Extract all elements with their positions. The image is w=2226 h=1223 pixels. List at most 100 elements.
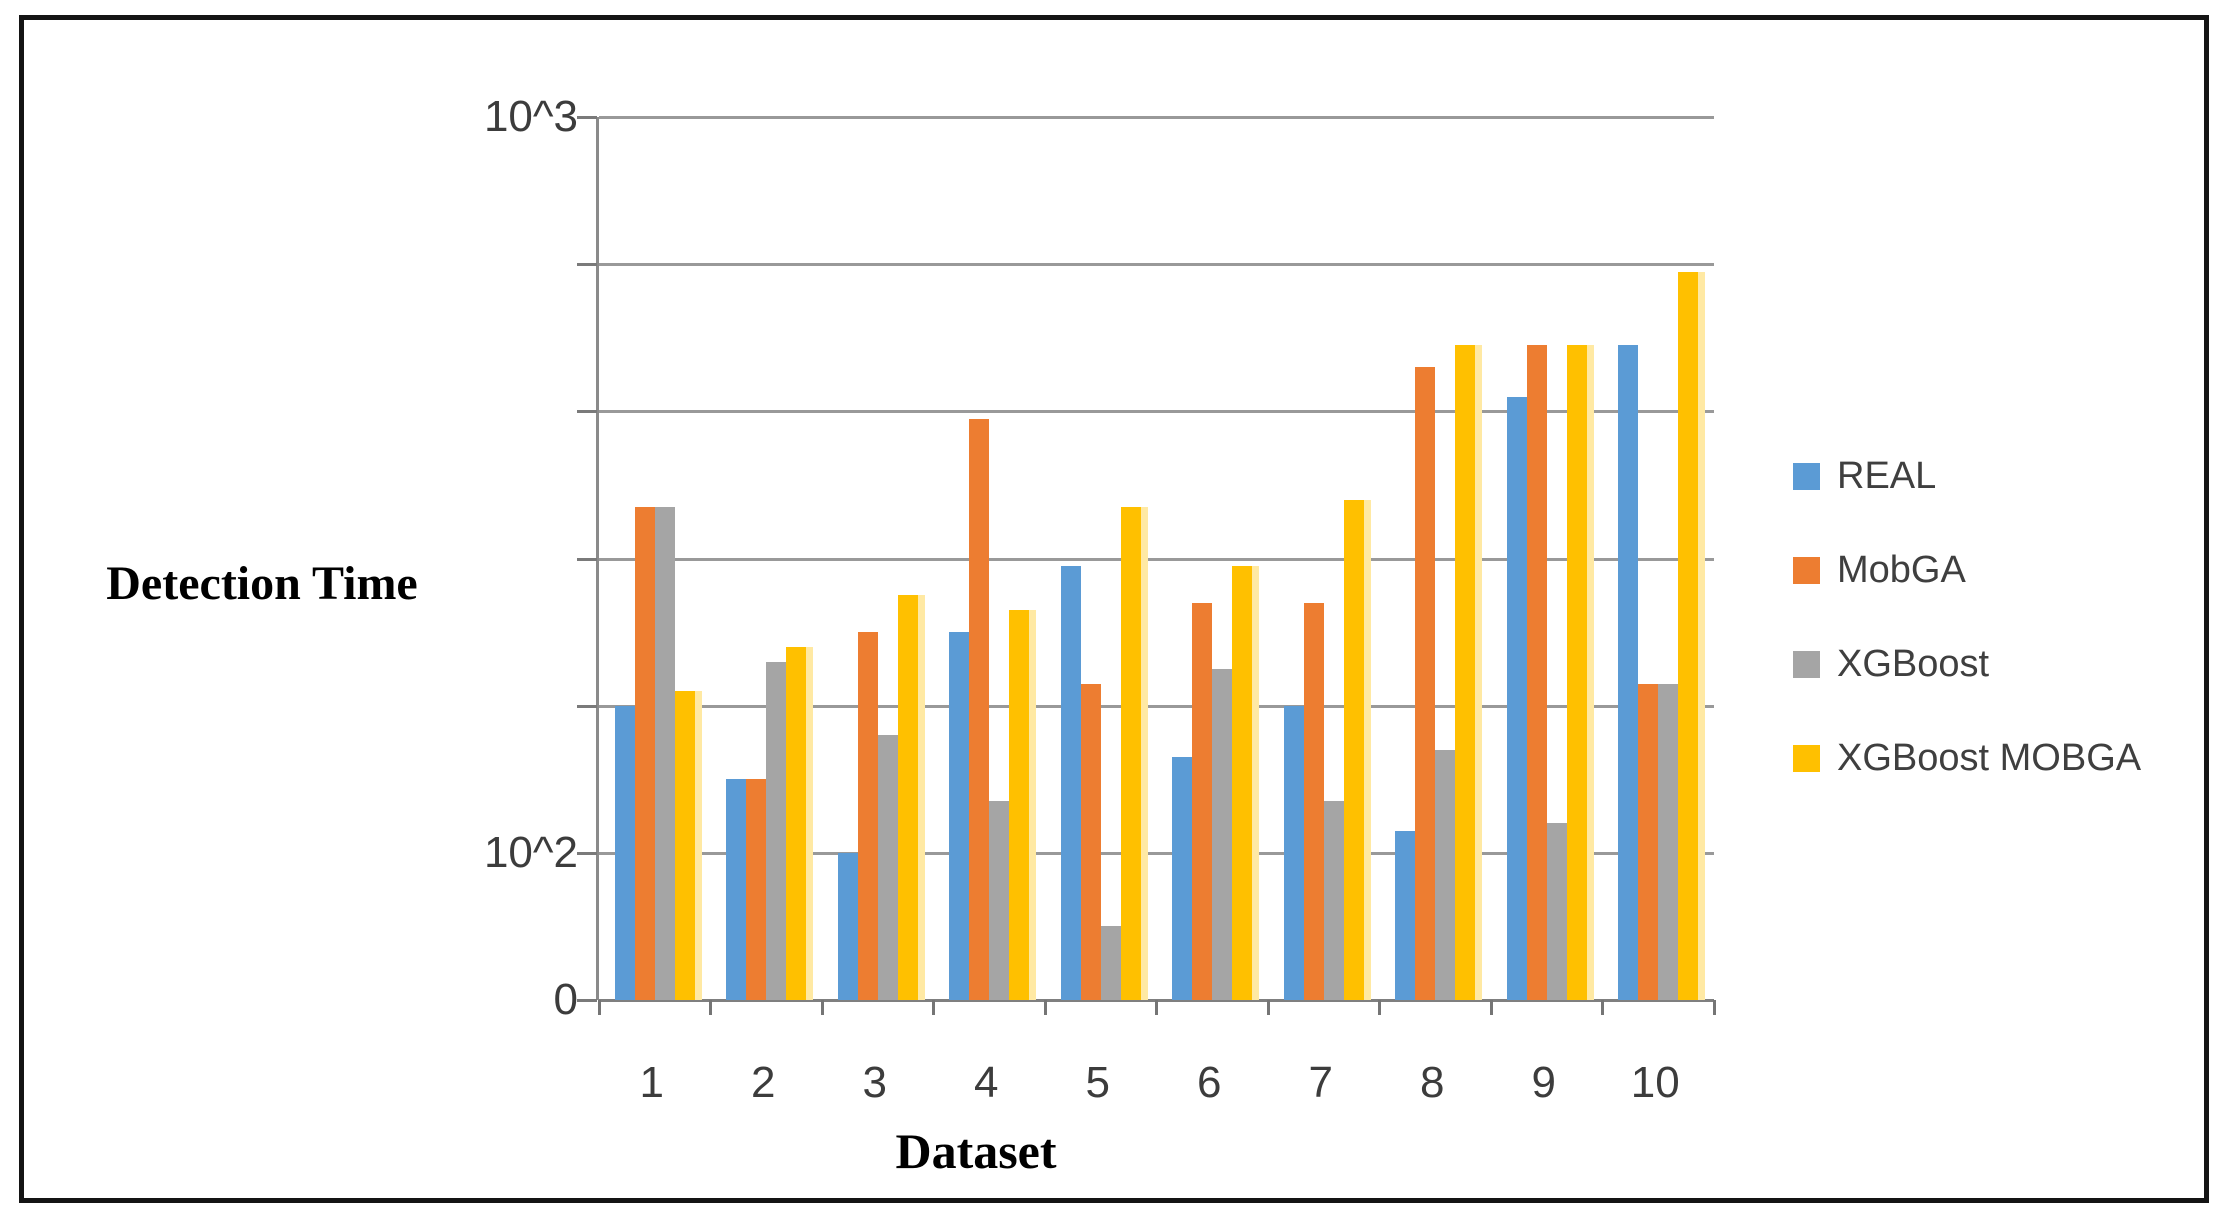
x-tick-label-5: 5 bbox=[1085, 1058, 1110, 1107]
bar-xgboost-mobga-8 bbox=[1455, 345, 1476, 1000]
bar-real-6 bbox=[1172, 757, 1193, 1000]
gridline bbox=[599, 557, 1714, 561]
x-axis-tickmark bbox=[1378, 1000, 1381, 1015]
legend-swatch-icon bbox=[1793, 650, 1820, 678]
bar-xgboost-1 bbox=[654, 507, 675, 1000]
bar-mobga-8 bbox=[1415, 367, 1436, 1000]
legend-item-real: REAL bbox=[1793, 449, 2141, 503]
bar-xgboost-6 bbox=[1212, 668, 1233, 1000]
bar-mobga-5 bbox=[1080, 683, 1101, 1000]
x-tick-label-6: 6 bbox=[1197, 1058, 1222, 1107]
legend-item-xgboost-mobga: XGBoost MOBGA bbox=[1793, 731, 2141, 785]
bar-xgboost-mobga-3 bbox=[897, 595, 918, 1000]
bar-real-2 bbox=[726, 779, 747, 1000]
bar-group-8 bbox=[1380, 117, 1492, 1000]
bar-group-10 bbox=[1603, 117, 1715, 1000]
bar-real-10 bbox=[1618, 345, 1639, 1000]
bar-group-2 bbox=[711, 117, 823, 1000]
gridline bbox=[599, 116, 1714, 119]
plot-area bbox=[577, 116, 1716, 1015]
bar-xgboost-mobga-1 bbox=[674, 690, 695, 1000]
legend-label: REAL bbox=[1837, 455, 1937, 497]
bar-mobga-3 bbox=[857, 632, 878, 1000]
bar-xgboost-mobga-6 bbox=[1232, 565, 1253, 1000]
x-tick-label-8: 8 bbox=[1420, 1058, 1445, 1107]
y-axis-tickmark bbox=[577, 999, 597, 1002]
bar-real-3 bbox=[837, 852, 858, 1000]
x-tick-label-3: 3 bbox=[862, 1058, 887, 1107]
x-tick-label-2: 2 bbox=[751, 1058, 776, 1107]
x-axis-tickmark bbox=[820, 1000, 824, 1015]
y-axis-tickmark bbox=[577, 116, 597, 119]
x-tick-label-10: 10 bbox=[1630, 1058, 1680, 1107]
bar-xgboost-mobga-10 bbox=[1678, 271, 1699, 1000]
bar-group-1 bbox=[599, 117, 711, 1000]
bar-group-3 bbox=[822, 117, 934, 1000]
bar-mobga-7 bbox=[1303, 602, 1324, 1000]
x-axis-tickmark bbox=[932, 1000, 935, 1015]
bar-real-5 bbox=[1060, 565, 1081, 1000]
legend-label: XGBoost bbox=[1837, 643, 1990, 685]
x-axis-tickmark bbox=[597, 1000, 601, 1015]
outer-border-frame bbox=[19, 15, 2209, 1203]
gridline bbox=[599, 851, 1714, 855]
bar-mobga-4 bbox=[969, 418, 990, 1000]
bar-group-4 bbox=[934, 117, 1046, 1000]
bar-real-9 bbox=[1506, 396, 1527, 1000]
legend-swatch-icon bbox=[1793, 556, 1820, 584]
x-axis-tickmark bbox=[1155, 1000, 1158, 1015]
bar-xgboost-mobga-2 bbox=[786, 646, 807, 1000]
bar-real-4 bbox=[949, 632, 970, 1000]
bar-xgboost-mobga-5 bbox=[1120, 507, 1141, 1000]
legend-swatch-icon bbox=[1793, 744, 1820, 772]
bar-group-5 bbox=[1045, 117, 1157, 1000]
legend-label: XGBoost MOBGA bbox=[1837, 737, 2142, 779]
bar-mobga-10 bbox=[1638, 683, 1659, 1000]
y-axis-title: Detection Time bbox=[106, 557, 418, 610]
bar-xgboost-4 bbox=[989, 801, 1010, 1000]
bar-group-6 bbox=[1157, 117, 1269, 1000]
legend: REAL MobGA XGBoost XGBoost MOBGA bbox=[1793, 449, 2141, 825]
x-axis-title: Dataset bbox=[895, 1123, 1057, 1179]
legend-swatch-icon bbox=[1793, 462, 1820, 490]
bar-group-9 bbox=[1491, 117, 1603, 1000]
y-axis-tickmark bbox=[577, 557, 597, 561]
legend-item-xgboost: XGBoost bbox=[1793, 637, 2141, 691]
bar-mobga-2 bbox=[746, 779, 767, 1000]
x-axis-tickmark bbox=[1601, 1000, 1604, 1015]
y-axis-tickmark bbox=[577, 263, 597, 267]
bar-xgboost-8 bbox=[1435, 749, 1456, 1000]
bar-group-7 bbox=[1268, 117, 1380, 1000]
bar-xgboost-10 bbox=[1658, 683, 1679, 1000]
bar-real-7 bbox=[1283, 705, 1304, 1000]
gridline bbox=[599, 704, 1714, 708]
bar-mobga-1 bbox=[634, 507, 655, 1000]
bar-xgboost-9 bbox=[1546, 823, 1567, 1000]
x-axis-tickmark bbox=[1043, 1000, 1047, 1015]
bar-xgboost-mobga-7 bbox=[1343, 499, 1364, 1000]
legend-label: MobGA bbox=[1837, 549, 1966, 591]
gridline bbox=[599, 263, 1714, 267]
x-axis-tickmark bbox=[709, 1000, 712, 1015]
bar-mobga-6 bbox=[1192, 602, 1213, 1000]
x-axis-tickmark bbox=[1712, 1000, 1716, 1015]
bar-real-8 bbox=[1395, 830, 1416, 1000]
y-tick-label-10^2: 10^2 bbox=[483, 827, 578, 877]
y-tick-label-10^3: 10^3 bbox=[483, 92, 578, 141]
x-tick-label-9: 9 bbox=[1531, 1058, 1556, 1107]
x-axis-tickmark bbox=[1489, 1000, 1493, 1015]
bar-xgboost-5 bbox=[1100, 926, 1121, 1000]
x-axis-tickmark bbox=[1266, 1000, 1270, 1015]
gridline bbox=[599, 410, 1714, 414]
x-tick-label-7: 7 bbox=[1308, 1058, 1333, 1107]
bar-xgboost-mobga-9 bbox=[1566, 345, 1587, 1000]
y-axis-tickmark bbox=[577, 851, 597, 855]
y-axis-tickmark bbox=[577, 410, 597, 414]
bar-xgboost-3 bbox=[877, 735, 898, 1000]
bar-xgboost-7 bbox=[1323, 801, 1344, 1000]
bar-real-1 bbox=[614, 705, 635, 1000]
legend-item-mobga: MobGA bbox=[1793, 543, 2141, 597]
x-tick-label-4: 4 bbox=[974, 1058, 999, 1107]
y-axis-tick-labels: 0 10^2 10^3 bbox=[370, 0, 578, 1223]
